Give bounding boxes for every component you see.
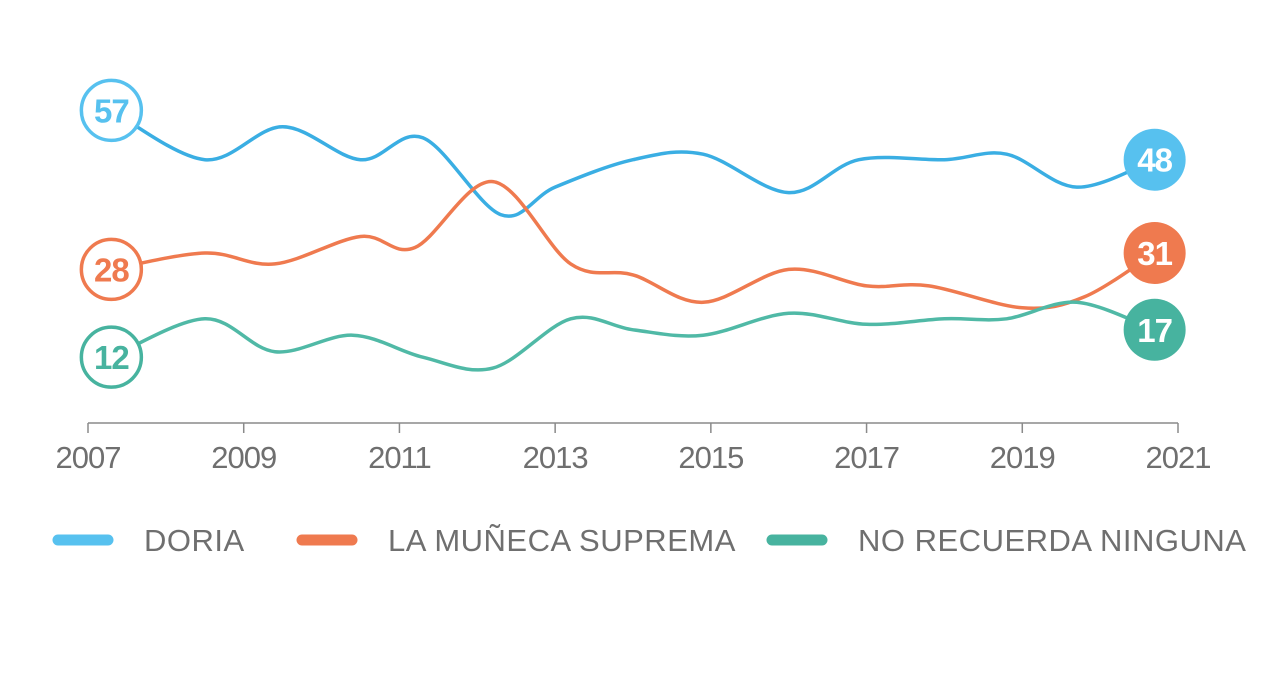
start-value-label: 28	[94, 251, 129, 288]
legend-label: NO RECUERDA NINGUNA	[858, 523, 1246, 558]
end-value-label: 17	[1137, 312, 1172, 349]
legend-label: DORIA	[144, 523, 245, 558]
series-layer	[109, 108, 1157, 372]
series-line	[109, 108, 1157, 218]
x-tick-label: 2011	[368, 440, 431, 475]
end-value-badge	[1123, 128, 1186, 191]
start-value-badge	[79, 78, 144, 143]
end-value-badge	[1123, 221, 1186, 284]
x-tick-label: 2007	[56, 440, 121, 475]
x-tick-label: 2019	[990, 440, 1055, 475]
x-axis: 2007 2009 2011 2013 2015 2017 2019 2021	[56, 422, 1211, 475]
x-tick-label: 2013	[523, 440, 588, 475]
series-line	[109, 179, 1157, 310]
x-tick-label: 2017	[834, 440, 899, 475]
x-tick-label: 2009	[211, 440, 276, 475]
start-value-label: 57	[94, 92, 129, 129]
x-tick-label: 2021	[1146, 440, 1211, 475]
start-value-badge	[79, 237, 144, 302]
end-value-label: 48	[1137, 142, 1172, 179]
value-badges: 57 48 28 31 12 17	[79, 78, 1186, 389]
end-value-badge	[1123, 298, 1186, 361]
series-line	[109, 300, 1157, 372]
end-value-label: 31	[1137, 235, 1172, 272]
x-tick-label: 2015	[678, 440, 743, 475]
start-value-label: 12	[94, 339, 129, 376]
legend: DORIA LA MUÑECA SUPREMA NO RECUERDA NINGUN…	[52, 523, 1246, 558]
legend-label: LA MUÑECA SUPREMA	[388, 523, 736, 558]
start-value-badge	[79, 325, 144, 389]
